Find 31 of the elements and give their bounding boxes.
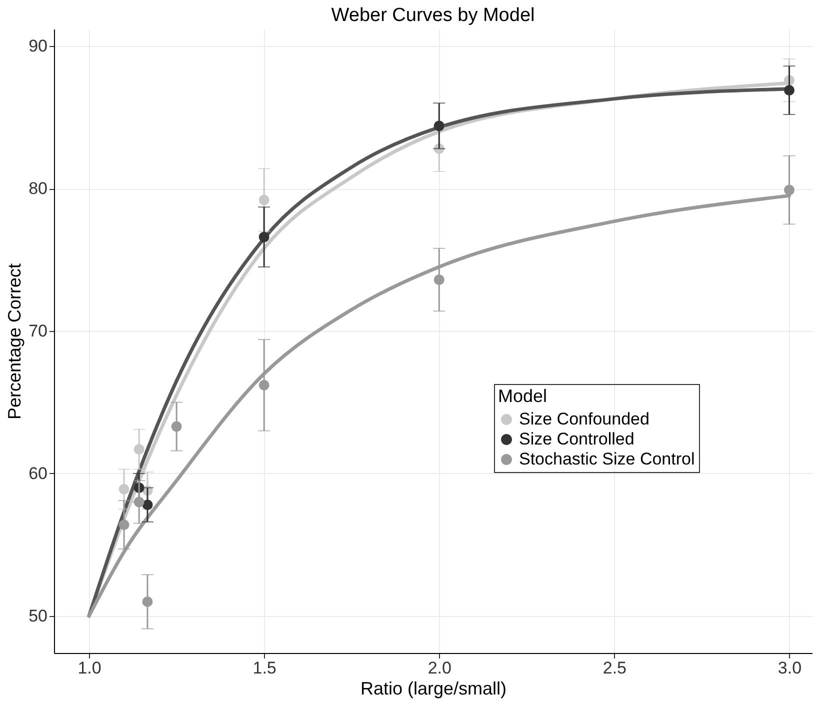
y-tick-label: 50	[28, 606, 48, 626]
point	[784, 85, 794, 96]
x-tick-label: 1.5	[252, 658, 276, 678]
x-tick-label: 3.0	[778, 658, 802, 678]
y-tick-label: 60	[28, 464, 48, 483]
legend-label: Size Confounded	[519, 410, 650, 428]
y-tick-label: 70	[28, 322, 48, 341]
point	[258, 380, 270, 390]
point	[142, 596, 153, 607]
point	[434, 120, 444, 132]
legend-title: Model	[498, 386, 548, 406]
y-tick-label: 90	[28, 36, 48, 56]
point	[134, 444, 144, 455]
point	[134, 496, 144, 508]
point	[118, 520, 130, 530]
legend-label: Size Controlled	[519, 430, 634, 448]
x-tick-label: 2.5	[602, 658, 627, 678]
x-tick-label: 2.0	[428, 658, 452, 678]
x-axis-title: Ratio (large/small)	[360, 678, 507, 698]
point	[118, 484, 130, 494]
legend-label: Stochastic Size Control	[519, 450, 695, 468]
y-tick-label: 80	[28, 179, 48, 198]
y-axis-title: Percentage Correct	[4, 263, 25, 420]
point	[142, 500, 153, 510]
chart-title: Weber Curves by Model	[331, 5, 535, 26]
point	[258, 194, 270, 206]
point	[434, 274, 444, 285]
point	[171, 421, 182, 432]
point	[258, 232, 270, 242]
point	[784, 184, 794, 196]
x-tick-label: 1.0	[78, 658, 102, 678]
